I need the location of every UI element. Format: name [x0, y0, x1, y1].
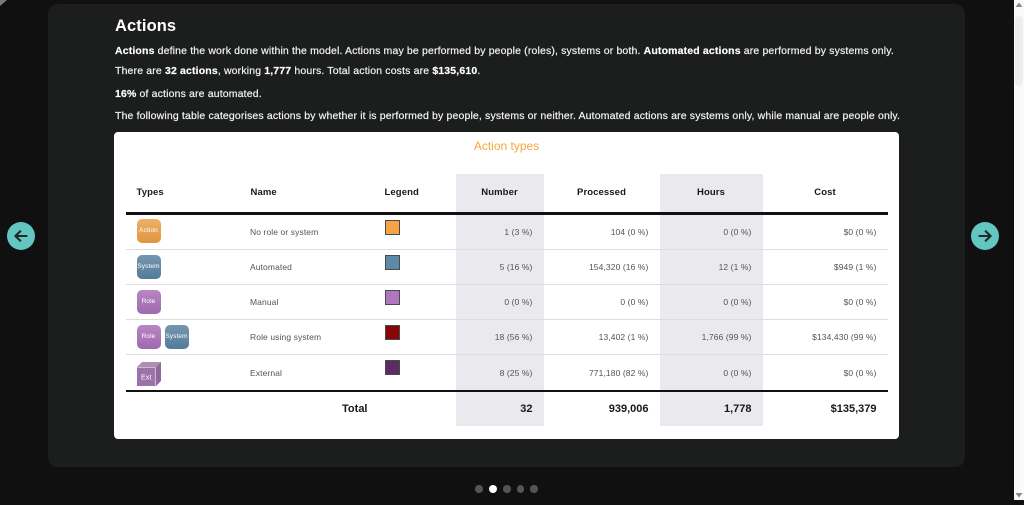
svg-text:Ext: Ext [140, 374, 150, 381]
